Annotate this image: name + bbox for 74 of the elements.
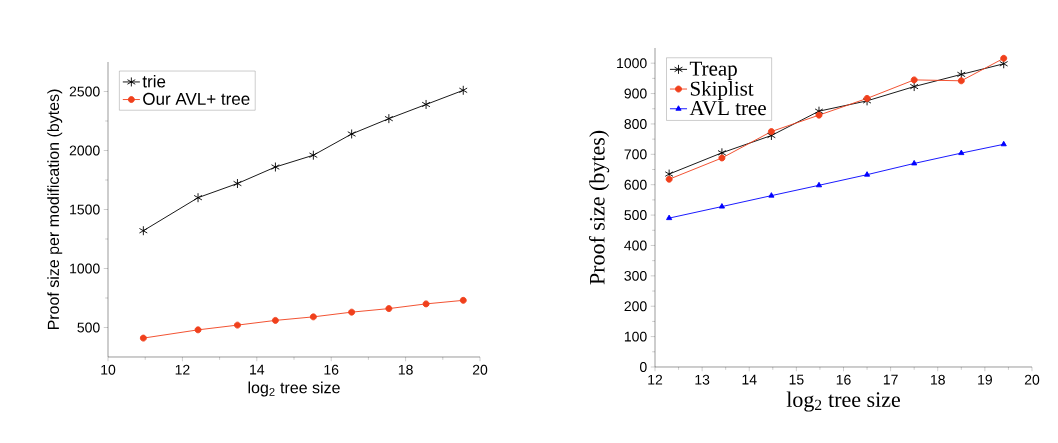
point: [718, 154, 726, 162]
point: [911, 159, 918, 166]
x-tick-label: 12: [648, 374, 663, 385]
point: [910, 76, 918, 84]
x-tick-label: 12: [175, 364, 190, 375]
point: [718, 203, 725, 209]
y-tick-label: 300: [624, 270, 647, 281]
y-tick-label: 0: [639, 362, 647, 372]
x-tick-label: 10: [101, 364, 116, 375]
point: [422, 300, 430, 308]
x-tick-label: 13: [695, 374, 710, 385]
x-tick-label: 20: [1024, 374, 1040, 385]
point: [194, 326, 202, 334]
x-tick-label: 17: [883, 374, 898, 385]
x-axis-title: log$_{2}$ tree size: [786, 391, 900, 412]
point: [309, 150, 318, 161]
point: [665, 175, 673, 183]
point: [863, 94, 871, 102]
point: [768, 192, 775, 198]
y-axis-title: Proof size (bytes): [588, 130, 610, 285]
y-tick-label: 1500: [70, 204, 100, 215]
legend-label: trie: [142, 75, 166, 88]
x-tick-label: 19: [978, 374, 992, 385]
point: [139, 225, 148, 236]
y-tick-label: 2000: [69, 145, 100, 156]
y-tick-label: 500: [624, 210, 647, 221]
point: [767, 128, 775, 135]
point: [234, 321, 241, 329]
point: [957, 77, 965, 85]
point: [233, 178, 242, 189]
x-tick-label: 18: [398, 364, 413, 375]
point: [958, 149, 965, 156]
x-tick-label: 14: [742, 374, 757, 385]
point: [309, 313, 317, 321]
x-tick-label: 20: [472, 364, 488, 375]
x-tick-label: 16: [324, 364, 339, 375]
y-axis-title: Proof size per modification (bytes): [47, 89, 63, 330]
point: [348, 308, 356, 316]
x-tick-label: 18: [931, 374, 945, 385]
point: [421, 99, 431, 110]
y-tick-label: 400: [624, 240, 647, 251]
point: [1000, 140, 1007, 147]
point: [347, 129, 357, 139]
y-tick-label: 1000: [70, 263, 100, 274]
y-tick-label: 1000: [617, 58, 647, 69]
point: [815, 181, 823, 188]
y-tick-label: 200: [624, 301, 647, 312]
point: [864, 171, 871, 177]
x-axis-title: log$_{2}$ tree size: [248, 381, 340, 397]
point: [458, 85, 468, 96]
point: [815, 111, 823, 119]
legend-label: AVL tree: [689, 101, 766, 116]
point: [384, 113, 394, 124]
y-tick-label: 500: [77, 322, 100, 333]
y-tick-label: 700: [624, 149, 647, 160]
legend-label: Skiplist: [690, 81, 754, 101]
x-tick-label: 16: [836, 374, 851, 385]
y-tick-label: 600: [624, 179, 647, 190]
legend-label: Our AVL+ tree: [143, 92, 250, 105]
x-tick-label: 15: [789, 374, 804, 385]
point: [666, 214, 673, 221]
x-tick-label: 14: [250, 364, 265, 375]
point: [271, 316, 279, 324]
y-tick-label: 800: [624, 118, 647, 129]
point: [459, 296, 467, 304]
point: [1000, 54, 1008, 62]
y-tick-label: 100: [624, 331, 647, 342]
y-tick-label: 2500: [69, 86, 100, 97]
point: [385, 305, 393, 313]
legend-label: Treap: [689, 61, 737, 80]
y-tick-label: 900: [624, 88, 647, 99]
point: [193, 192, 203, 203]
point: [139, 334, 147, 342]
point: [271, 162, 280, 172]
